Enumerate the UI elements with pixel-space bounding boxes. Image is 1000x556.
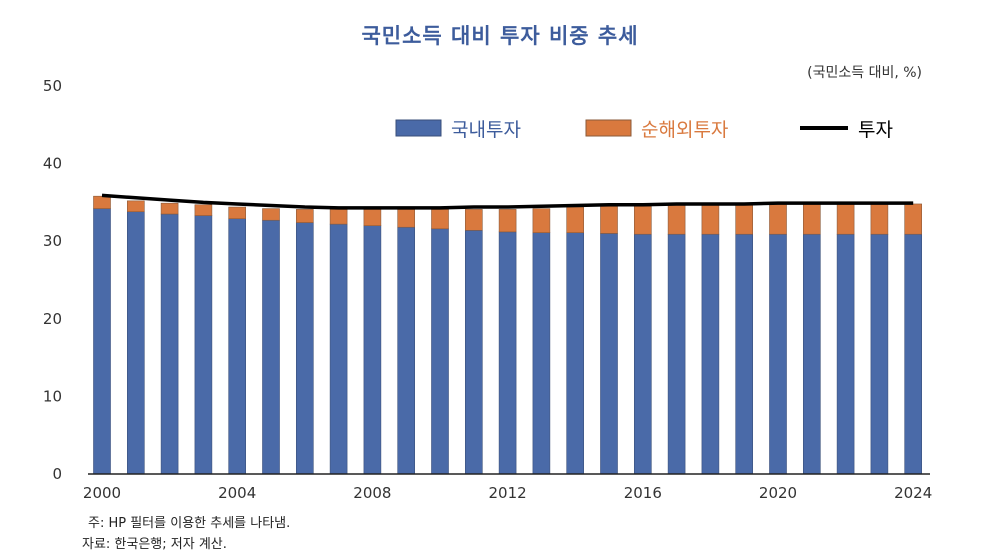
bar-foreign-2005 <box>262 208 280 221</box>
bar-domestic-2014 <box>566 232 585 475</box>
bar-foreign-2000 <box>93 195 111 209</box>
bar-foreign-2023 <box>870 203 889 235</box>
x-tick-label: 2020 <box>759 484 797 502</box>
bar-domestic-2007 <box>329 223 348 475</box>
bar-foreign-2009 <box>397 209 416 228</box>
x-tick-label: 2000 <box>83 484 121 502</box>
bar-foreign-2024 <box>904 203 923 235</box>
y-tick-label: 30 <box>43 232 62 250</box>
legend-label-line: 투자 <box>858 119 893 141</box>
bar-domestic-2011 <box>464 230 483 475</box>
bar-foreign-2014 <box>566 206 585 233</box>
bar-domestic-2002 <box>160 213 179 475</box>
bar-foreign-2002 <box>160 202 179 215</box>
bar-domestic-2003 <box>194 215 213 475</box>
line-investment <box>101 193 914 210</box>
bar-domestic-2017 <box>667 233 686 475</box>
y-tick-label: 40 <box>43 155 62 173</box>
bar-foreign-2012 <box>498 209 517 233</box>
note: 주: HP 필터를 이용한 추세를 나타냄. <box>88 516 291 531</box>
y-tick-label: 0 <box>52 465 62 483</box>
bar-foreign-2015 <box>600 205 618 234</box>
x-tick-label: 2024 <box>894 484 932 502</box>
y-tick-label: 50 <box>43 77 62 95</box>
bar-domestic-2016 <box>633 233 652 475</box>
x-tick-label: 2016 <box>624 484 662 502</box>
bar-foreign-2010 <box>431 209 449 230</box>
source: 자료: 한국은행; 저자 계산. <box>82 537 227 552</box>
bar-foreign-2017 <box>667 204 686 235</box>
bar-domestic-2021 <box>802 233 821 475</box>
bar-foreign-2013 <box>532 208 551 233</box>
bar-domestic-2001 <box>127 211 145 475</box>
bar-foreign-2016 <box>633 205 652 235</box>
chart-title: 국민소득 대비 투자 비중 추세 <box>361 24 639 48</box>
bar-domestic-2024 <box>904 233 923 475</box>
bar-domestic-2015 <box>600 233 618 475</box>
bar-domestic-2013 <box>532 232 551 475</box>
legend-label-domestic: 국내투자 <box>451 119 521 141</box>
bar-domestic-2018 <box>701 233 720 475</box>
x-tick-label: 2004 <box>218 484 256 502</box>
bar-foreign-2021 <box>802 203 821 235</box>
bar-domestic-2004 <box>228 218 246 475</box>
bar-domestic-2020 <box>769 233 787 475</box>
legend-label-foreign: 순해외투자 <box>641 119 728 141</box>
bar-foreign-2018 <box>701 204 720 235</box>
legend-swatch-domestic <box>395 119 442 137</box>
bar-domestic-2000 <box>93 208 111 475</box>
bar-foreign-2020 <box>769 203 787 235</box>
bar-foreign-2007 <box>329 209 348 225</box>
bar-foreign-2003 <box>194 204 213 216</box>
bar-domestic-2008 <box>363 225 382 475</box>
bar-domestic-2023 <box>870 233 889 475</box>
bar-domestic-2010 <box>431 228 449 475</box>
x-tick-label: 2012 <box>489 484 527 502</box>
bar-domestic-2019 <box>735 233 754 475</box>
bar-foreign-2011 <box>464 209 483 231</box>
bar-foreign-2001 <box>127 200 145 213</box>
legend-swatch-foreign <box>585 119 632 137</box>
bar-domestic-2005 <box>262 219 280 475</box>
bar-domestic-2006 <box>295 222 314 475</box>
y-tick-label: 20 <box>43 310 62 328</box>
y-tick-label: 10 <box>43 387 62 405</box>
x-tick-label: 2008 <box>353 484 391 502</box>
bar-foreign-2019 <box>735 204 754 235</box>
bar-domestic-2022 <box>836 233 855 475</box>
unit-label: (국민소득 대비, %) <box>807 65 922 81</box>
bar-foreign-2004 <box>228 206 246 219</box>
bar-domestic-2009 <box>397 226 416 475</box>
bar-domestic-2012 <box>498 231 517 475</box>
bar-foreign-2022 <box>836 203 855 235</box>
bar-foreign-2006 <box>295 209 314 223</box>
bar-foreign-2008 <box>363 209 382 226</box>
